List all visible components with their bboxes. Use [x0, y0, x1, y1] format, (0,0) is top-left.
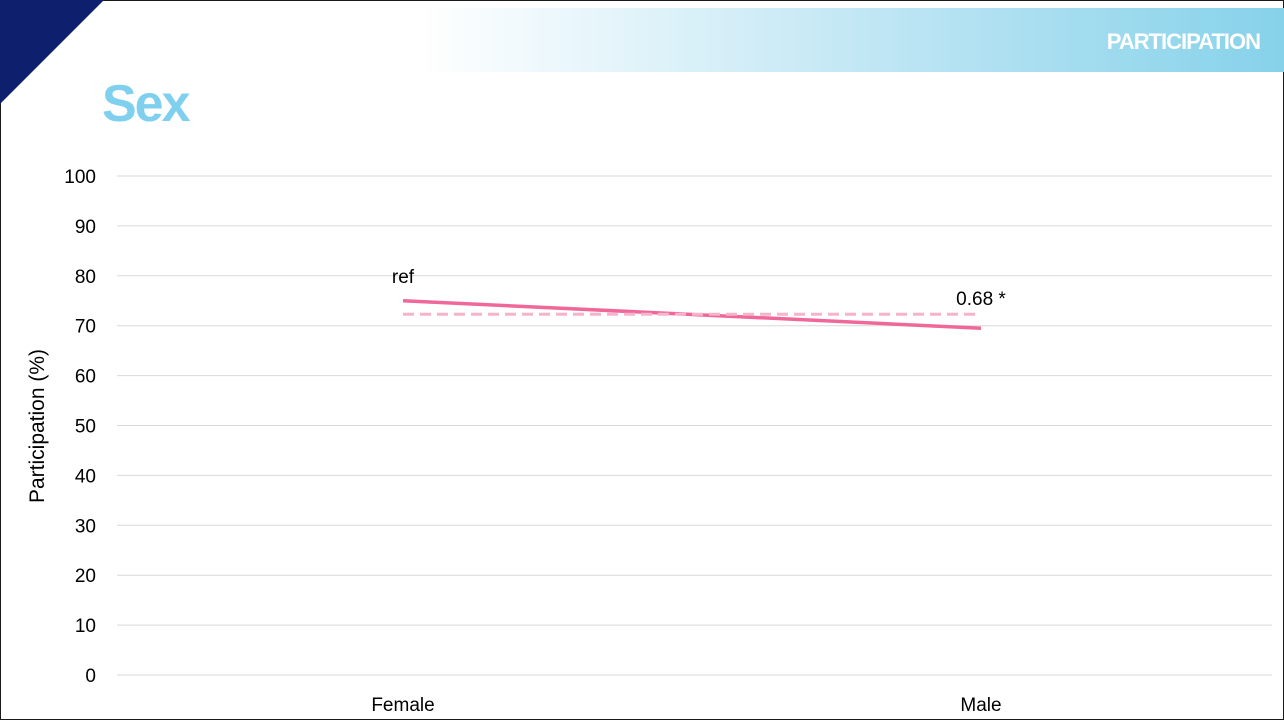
- y-tick-label: 80: [75, 267, 96, 288]
- y-tick-label: 100: [64, 167, 96, 188]
- x-tick-label: Male: [960, 695, 1001, 716]
- slide-title: Sex: [102, 75, 191, 133]
- x-tick-label: Female: [371, 695, 434, 716]
- y-tick-label: 50: [75, 417, 96, 438]
- y-tick-label: 60: [75, 367, 96, 388]
- y-tick-label: 40: [75, 466, 96, 487]
- y-tick-label: 0: [85, 666, 96, 687]
- header-band: [420, 8, 1284, 72]
- y-tick-label: 10: [75, 616, 96, 637]
- y-tick-label: 90: [75, 217, 96, 238]
- y-tick-label: 30: [75, 516, 96, 537]
- data-label: ref: [392, 267, 415, 288]
- y-axis-label: Participation (%): [26, 349, 49, 503]
- y-tick-label: 20: [75, 566, 96, 587]
- section-label: PARTICIPATION: [1106, 29, 1261, 54]
- data-label: 0.68 *: [956, 289, 1006, 310]
- corner-accent: [0, 0, 104, 104]
- y-tick-label: 70: [75, 317, 96, 338]
